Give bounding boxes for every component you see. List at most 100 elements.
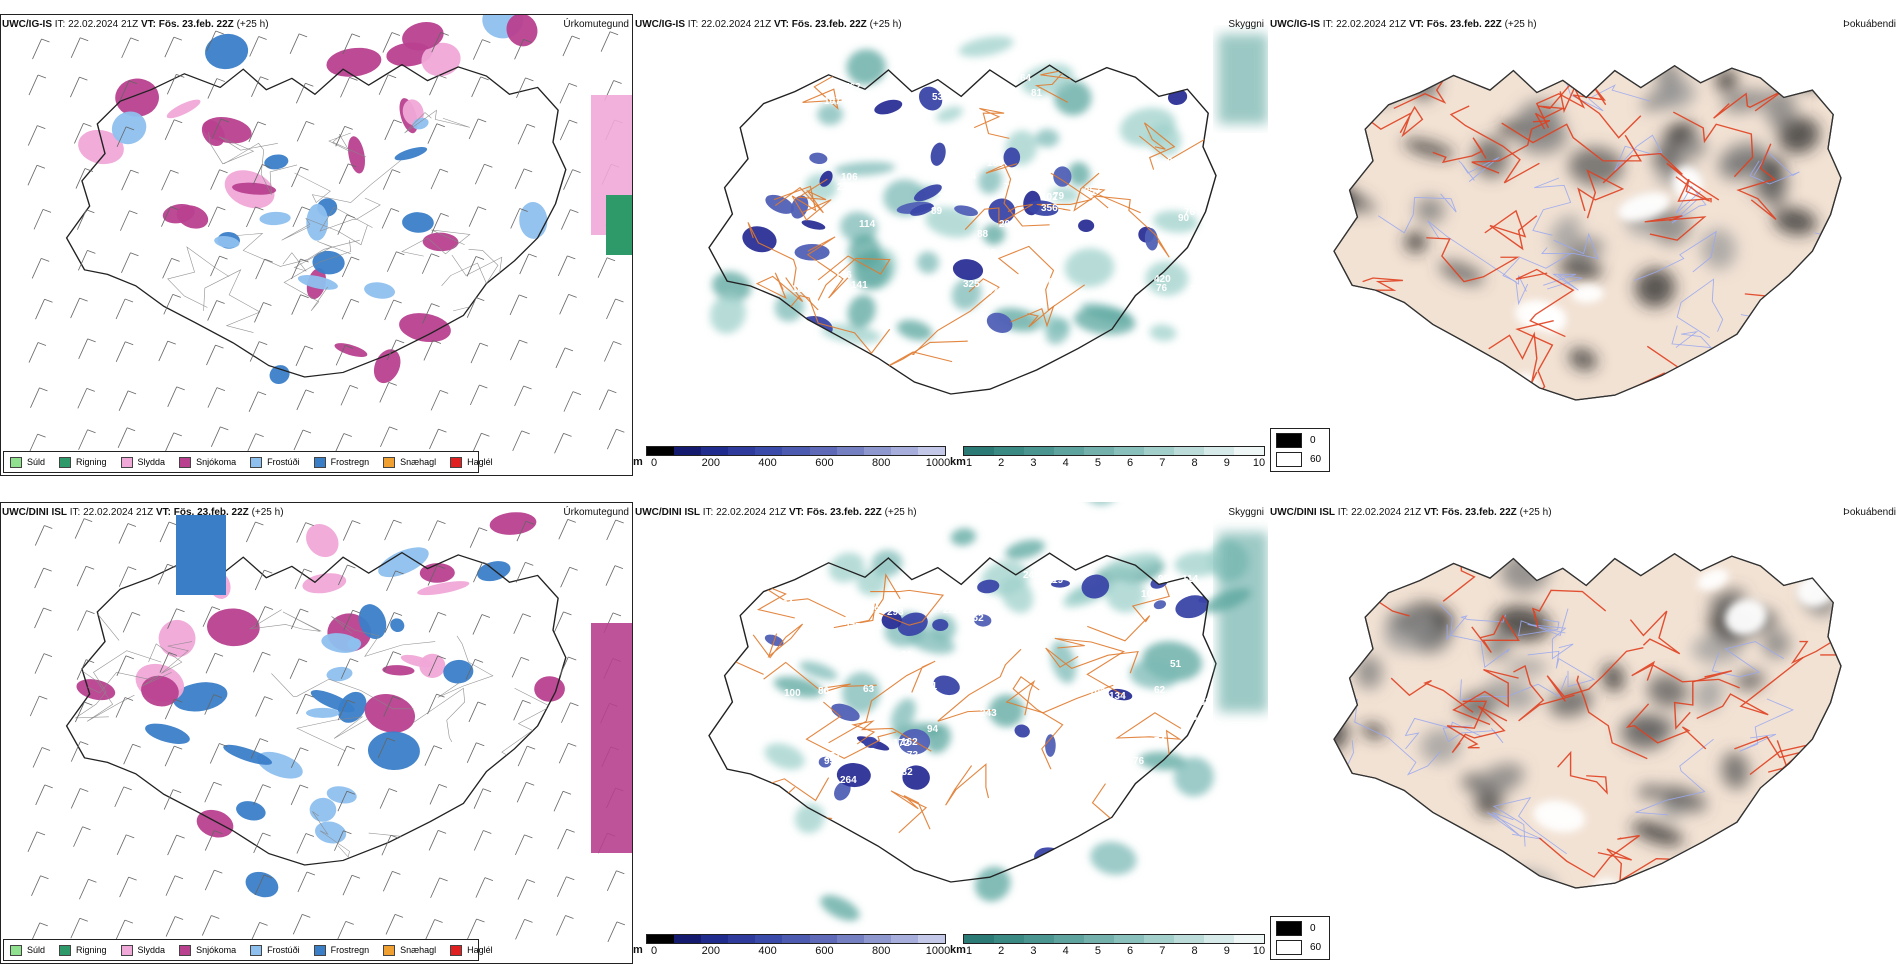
precip-legend: Súld Rigning Slydda Snjókoma Frostúði Frostre…	[3, 939, 493, 961]
colorbar-cells	[963, 934, 1265, 944]
cloud-base-value: 103	[1044, 610, 1061, 621]
colorbar-cell	[836, 447, 864, 455]
legend-swatch	[179, 944, 192, 956]
cloud-base-value: 114	[1182, 574, 1199, 585]
run-info: UWC/DINI ISL IT: 22.02.2024 21Z VT: Fös.…	[2, 507, 284, 518]
legend-item: Snjókoma	[179, 456, 236, 468]
colorbar-cell	[1144, 935, 1174, 943]
colorbar-tick: 4	[1062, 457, 1069, 469]
colorbar-unit: m	[633, 456, 643, 468]
cloud-base-value: 62	[1154, 685, 1166, 696]
colorbar-ticks: 0 200 400 600 800 1000	[646, 944, 950, 958]
legend-item: Snæhagl	[383, 456, 436, 468]
colorbar-tick: 3	[1030, 945, 1037, 957]
colorbar-cell	[674, 447, 702, 455]
colorbar-tick: 9	[1223, 945, 1230, 957]
panel-header: UWC/DINI ISL IT: 22.02.2024 21Z VT: Fös.…	[1268, 502, 1900, 524]
legend-item: Rigning	[59, 944, 107, 956]
fog-label: 0	[1310, 435, 1316, 446]
colorbar-cell	[1174, 447, 1204, 455]
colorbar-cell	[1024, 447, 1054, 455]
fog-swatch	[1276, 452, 1302, 467]
panel-header: UWC/DINI ISL IT: 22.02.2024 21Z VT: Fös.…	[0, 502, 633, 524]
cloud-base-value: 136	[1042, 598, 1059, 609]
cloud-base-value: 39	[1190, 284, 1202, 295]
legend-swatch	[250, 456, 263, 468]
cloud-base-value: 73	[907, 750, 919, 761]
vt-label: VT:	[773, 19, 789, 30]
colorbar-cell	[1084, 447, 1114, 455]
cloud-base-value: 100	[784, 688, 801, 699]
cloud-base-value: 102	[1041, 192, 1058, 203]
cloud-base-value: 89	[931, 206, 943, 217]
colorbar-cell	[836, 935, 864, 943]
colorbar-cell	[890, 447, 918, 455]
colorbar-cells	[646, 934, 946, 944]
colorbar-tick: 6	[1127, 945, 1134, 957]
wind-barbs	[27, 518, 626, 943]
colorbar-tick: 6	[1127, 457, 1134, 469]
fog-legend-row: 60	[1276, 452, 1324, 467]
legend-item: Snjókoma	[179, 944, 236, 956]
lead-time: (+25 h)	[251, 507, 284, 518]
colorbar-cell	[755, 935, 783, 943]
fog-legend-row: 0	[1276, 921, 1324, 936]
cloud-base-value: 267	[1055, 237, 1072, 248]
cloud-base-value: 76	[1133, 756, 1145, 767]
cloud-base-labels: 113 126 85 132 97 162 119 227 293 29 277 763 332 268 7…	[782, 570, 1211, 787]
colorbar-cell	[994, 447, 1024, 455]
field-shading	[710, 36, 1199, 345]
cloud-base-value: 113	[1181, 712, 1198, 723]
init-time: 22.02.2024 21Z	[1351, 507, 1422, 518]
legend-label: Frostúði	[267, 457, 300, 467]
cloud-base-value: 107	[824, 96, 841, 107]
legend-item: Slydda	[120, 944, 165, 956]
panel-header: UWC/DINI ISL IT: 22.02.2024 21Z VT: Fös.…	[633, 502, 1268, 524]
cloud-base-value: 59	[1115, 243, 1127, 254]
cloud-base-value: 29	[901, 650, 913, 661]
legend-label: Haglél	[467, 457, 493, 467]
cloud-base-value: 52	[775, 163, 787, 174]
cloud-base-value: 325	[963, 279, 980, 290]
fog-index-map	[1333, 64, 1842, 401]
legend-item: Súld	[10, 944, 45, 956]
legend-item: Frostregn	[313, 456, 369, 468]
vt-label: VT:	[1408, 19, 1424, 30]
colorbar-cell	[994, 935, 1024, 943]
cloud-base-value: 95	[824, 756, 836, 767]
colorbar-cell	[1054, 447, 1084, 455]
init-time: 22.02.2024 21Z	[716, 507, 787, 518]
cloud-base-value: 88	[977, 229, 989, 240]
legend-swatch	[450, 944, 463, 956]
legend-label: Haglél	[467, 945, 493, 955]
visibility-colorbar-m: 0 200 400 600 800 1000 m	[633, 446, 950, 470]
cloud-base-value: 532	[932, 92, 949, 103]
fog-label: 60	[1310, 942, 1322, 953]
cloud-base-value: 264	[840, 775, 857, 786]
cloud-base-value: 106	[835, 270, 852, 281]
cloud-base-value: 202	[1160, 160, 1177, 171]
colorbar-tick: 10	[1252, 457, 1266, 469]
precip-legend: Súld Rigning Slydda Snjókoma Frostúði Frostre…	[3, 451, 493, 473]
colorbar-cell	[809, 935, 837, 943]
legend-item: Slydda	[120, 456, 165, 468]
run-info: UWC/DINI ISL IT: 22.02.2024 21Z VT: Fös.…	[635, 507, 917, 518]
cloud-base-value: 107	[998, 757, 1015, 768]
colorbar-tick: 8	[1191, 945, 1198, 957]
precip-type-panel: Súld Rigning Slydda Snjókoma Frostúði Frostre…	[0, 14, 633, 476]
colorbar-cell	[809, 447, 837, 455]
cloud-base-value: 99	[1085, 144, 1097, 155]
valid-time: Fös. 23.feb. 22Z	[1441, 507, 1517, 518]
legend-label: Súld	[27, 457, 46, 467]
colorbar-tick: 2	[998, 457, 1005, 469]
field-shading	[76, 512, 565, 838]
cloud-base-value: 166	[1037, 277, 1054, 288]
legend-swatch	[383, 944, 396, 956]
legend-item: Rigning	[59, 456, 107, 468]
fog-index-panel: 0 60 UWC/DINI ISL IT: 22.02.2024 21Z VT: F…	[1268, 502, 1900, 964]
cloud-base-value: 97	[940, 585, 952, 596]
coastline	[708, 64, 1217, 395]
legend-label: Snæhagl	[400, 945, 437, 955]
